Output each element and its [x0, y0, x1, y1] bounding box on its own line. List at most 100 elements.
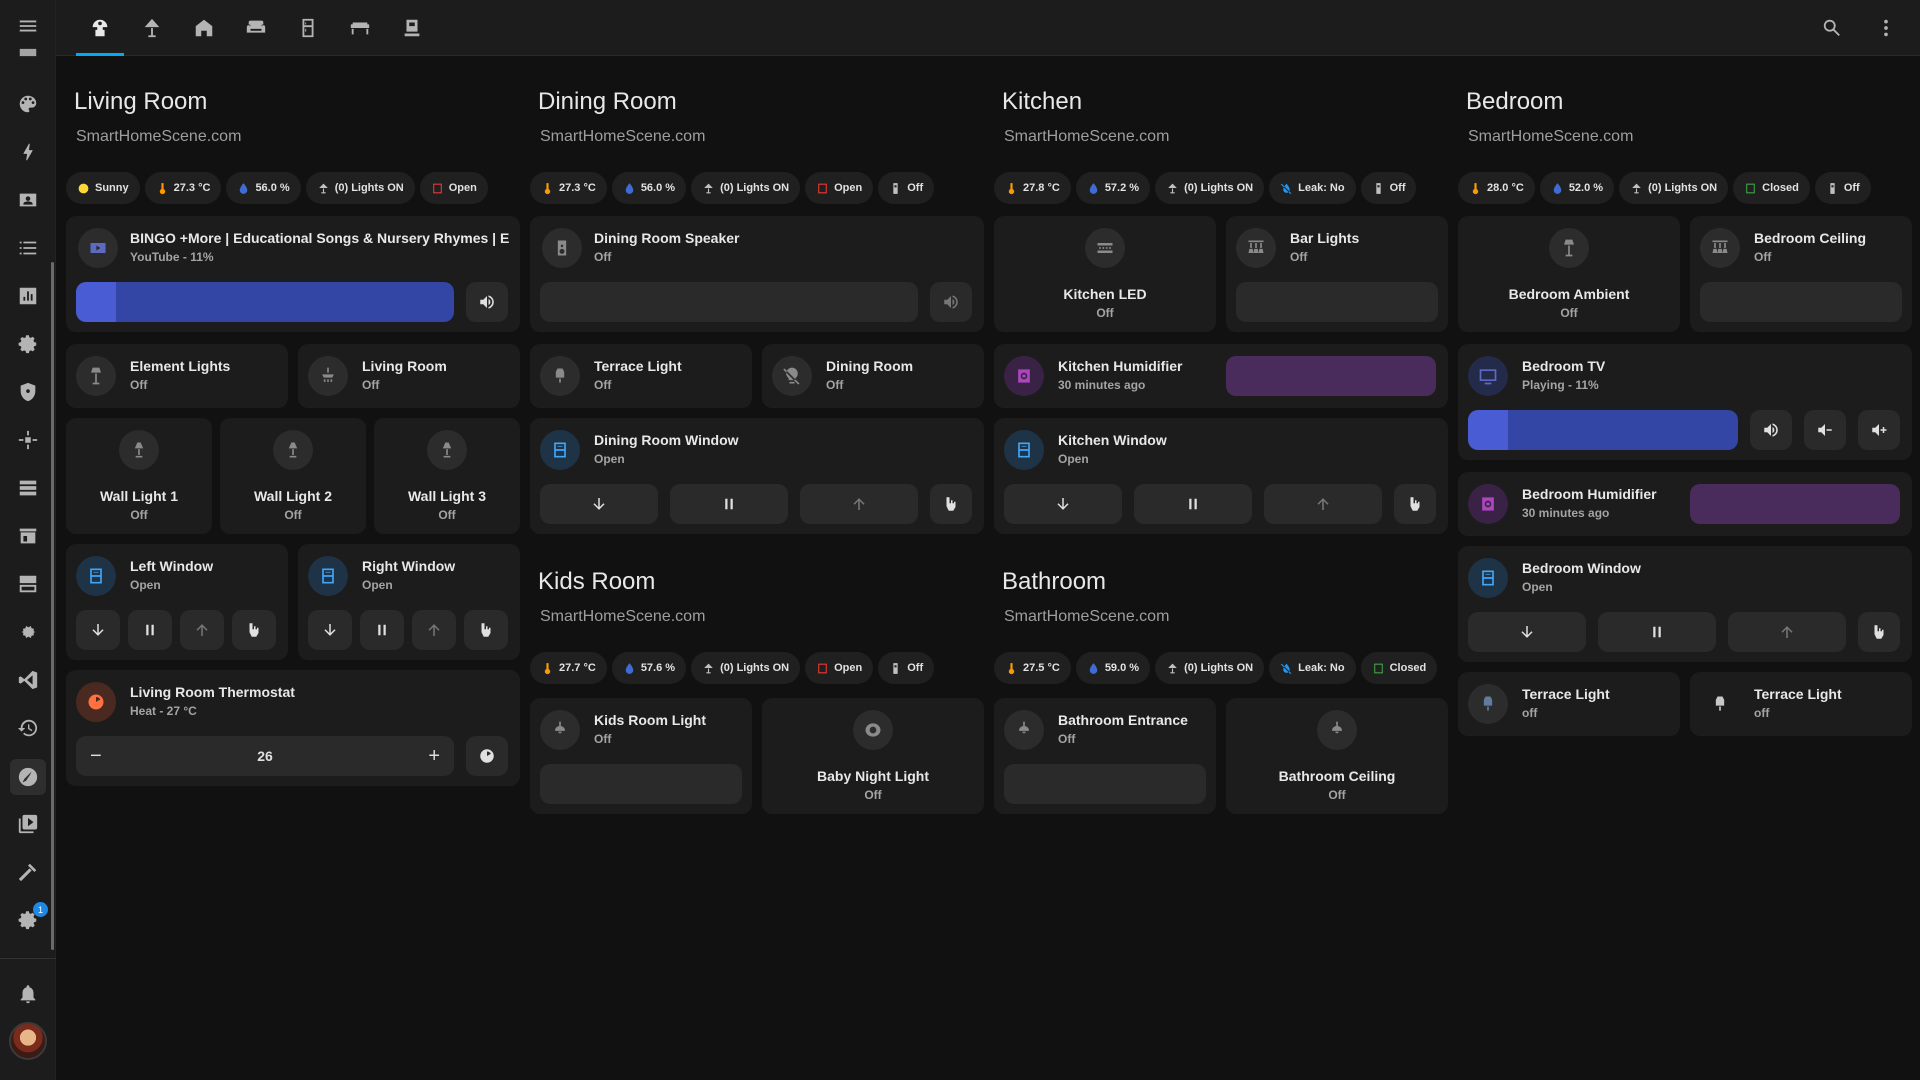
- status-badge[interactable]: (0) Lights ON: [691, 652, 801, 684]
- brightness-bar[interactable]: [1004, 764, 1206, 804]
- brightness-bar[interactable]: [1700, 282, 1902, 322]
- vscode-icon[interactable]: [14, 666, 42, 694]
- storage-icon[interactable]: [14, 570, 42, 598]
- cover-card-left-window[interactable]: Left Window Open: [66, 544, 288, 660]
- cover-stop-button[interactable]: [128, 610, 172, 650]
- light-tile-element[interactable]: Element Lights Off: [66, 344, 288, 408]
- status-badge[interactable]: Closed: [1360, 652, 1438, 684]
- avatar[interactable]: [9, 1022, 47, 1060]
- status-badge[interactable]: (0) Lights ON: [1155, 172, 1265, 204]
- account-box-icon[interactable]: [14, 186, 42, 214]
- volume-button[interactable]: [1750, 410, 1792, 450]
- cog-icon[interactable]: [14, 330, 42, 358]
- status-badge[interactable]: (0) Lights ON: [1619, 172, 1729, 204]
- history-icon[interactable]: [14, 714, 42, 742]
- cover-open-button[interactable]: [800, 484, 918, 524]
- status-badge[interactable]: (0) Lights ON: [691, 172, 801, 204]
- volume-button[interactable]: [466, 282, 508, 322]
- cover-tilt-button[interactable]: [930, 484, 972, 524]
- settings-sync-icon[interactable]: [14, 618, 42, 646]
- status-badge[interactable]: Sunny: [66, 172, 140, 204]
- wall-light-tile[interactable]: Wall Light 3 Off: [374, 418, 520, 534]
- speaker-card[interactable]: Dining Room Speaker Off: [530, 216, 984, 332]
- status-badge[interactable]: 27.7 °C: [530, 652, 607, 684]
- light-tile-terrace[interactable]: Terrace Light Off: [530, 344, 752, 408]
- light-tile-kids-room[interactable]: Kids Room Light Off: [530, 698, 752, 814]
- hvac-mode-button[interactable]: [466, 736, 508, 776]
- cover-close-button[interactable]: [1468, 612, 1586, 652]
- cover-open-button[interactable]: [1264, 484, 1382, 524]
- status-badge[interactable]: (0) Lights ON: [1155, 652, 1265, 684]
- volume-bar[interactable]: [1468, 410, 1738, 450]
- light-tile-bedroom-ceiling[interactable]: Bedroom Ceiling Off: [1690, 216, 1912, 332]
- palette-icon[interactable]: [14, 90, 42, 118]
- bell-icon[interactable]: [14, 980, 42, 1008]
- chart-icon[interactable]: [14, 282, 42, 310]
- status-badge[interactable]: Closed: [1733, 172, 1810, 204]
- humidity-slider[interactable]: [1226, 356, 1436, 396]
- cover-open-button[interactable]: [1728, 612, 1846, 652]
- status-badge[interactable]: Off: [1814, 172, 1871, 204]
- cover-card-right-window[interactable]: Right Window Open: [298, 544, 520, 660]
- volume-bar[interactable]: [540, 282, 918, 322]
- status-badge[interactable]: Leak: No: [1269, 172, 1356, 204]
- sofa-view-tab-icon[interactable]: [242, 14, 270, 42]
- cover-card-kitchen-window[interactable]: Kitchen Window Open: [994, 418, 1448, 534]
- cover-tilt-button[interactable]: [1394, 484, 1436, 524]
- status-badge[interactable]: Off: [878, 172, 935, 204]
- humidifier-card-kitchen[interactable]: Kitchen Humidifier 30 minutes ago: [994, 344, 1448, 408]
- volume-up-button[interactable]: [1858, 410, 1900, 450]
- server-icon[interactable]: [14, 474, 42, 502]
- cover-close-button[interactable]: [540, 484, 658, 524]
- cover-close-button[interactable]: [1004, 484, 1122, 524]
- decrease-button[interactable]: −: [90, 744, 102, 767]
- light-tile-bathroom-ceiling[interactable]: Bathroom Ceiling Off: [1226, 698, 1448, 814]
- hacs-icon[interactable]: [14, 522, 42, 550]
- cover-stop-button[interactable]: [360, 610, 404, 650]
- cover-card-dining-window[interactable]: Dining Room Window Open: [530, 418, 984, 534]
- light-tile-bar-lights[interactable]: Bar Lights Off: [1226, 216, 1448, 332]
- monitor-icon[interactable]: [14, 44, 42, 72]
- lightning-icon[interactable]: [14, 138, 42, 166]
- cover-open-button[interactable]: [180, 610, 224, 650]
- media-player-bedroom-tv[interactable]: Bedroom TV Playing - 11%: [1458, 344, 1912, 460]
- volume-button[interactable]: [930, 282, 972, 322]
- list-icon[interactable]: [14, 234, 42, 262]
- cover-tilt-button[interactable]: [1858, 612, 1900, 652]
- light-tile-dining-room[interactable]: Dining Room Off: [762, 344, 984, 408]
- cover-stop-button[interactable]: [1134, 484, 1252, 524]
- brightness-bar[interactable]: [540, 764, 742, 804]
- menu-icon[interactable]: [14, 12, 42, 40]
- status-badge[interactable]: 56.0 %: [611, 172, 687, 204]
- status-badge[interactable]: Off: [1360, 172, 1417, 204]
- status-badge[interactable]: (0) Lights ON: [305, 172, 415, 204]
- cover-card-bedroom-window[interactable]: Bedroom Window Open: [1458, 546, 1912, 662]
- status-badge[interactable]: 56.0 %: [226, 172, 301, 204]
- cover-stop-button[interactable]: [1598, 612, 1716, 652]
- light-tile-kitchen-led[interactable]: Kitchen LED Off: [994, 216, 1216, 332]
- humidity-slider[interactable]: [1690, 484, 1900, 524]
- humidifier-card-bedroom[interactable]: Bedroom Humidifier 30 minutes ago: [1458, 472, 1912, 536]
- map-icon[interactable]: [10, 759, 46, 795]
- increase-button[interactable]: +: [428, 744, 440, 767]
- light-tile-bedroom-ambient[interactable]: Bedroom Ambient Off: [1458, 216, 1680, 332]
- cover-tilt-button[interactable]: [232, 610, 276, 650]
- status-badge[interactable]: 27.8 °C: [994, 172, 1071, 204]
- fridge-view-tab-icon[interactable]: [294, 14, 322, 42]
- cover-tilt-button[interactable]: [464, 610, 508, 650]
- cover-stop-button[interactable]: [670, 484, 788, 524]
- lamp-view-tab-icon[interactable]: [138, 14, 166, 42]
- status-badge[interactable]: 28.0 °C: [1458, 172, 1535, 204]
- status-badge[interactable]: 57.6 %: [611, 652, 687, 684]
- house-view-tab-icon[interactable]: [190, 14, 218, 42]
- wall-light-tile[interactable]: Wall Light 2 Off: [220, 418, 366, 534]
- hat-view-tab-icon[interactable]: [398, 14, 426, 42]
- light-tile-terrace[interactable]: Terrace Light off: [1690, 672, 1912, 736]
- status-badge[interactable]: Leak: No: [1269, 652, 1356, 684]
- status-badge[interactable]: 59.0 %: [1075, 652, 1151, 684]
- wall-light-tile[interactable]: Wall Light 1 Off: [66, 418, 212, 534]
- light-tile-baby-night[interactable]: Baby Night Light Off: [762, 698, 984, 814]
- sidebar-scrollbar[interactable]: [51, 262, 54, 950]
- cover-close-button[interactable]: [76, 610, 120, 650]
- volume-down-button[interactable]: [1804, 410, 1846, 450]
